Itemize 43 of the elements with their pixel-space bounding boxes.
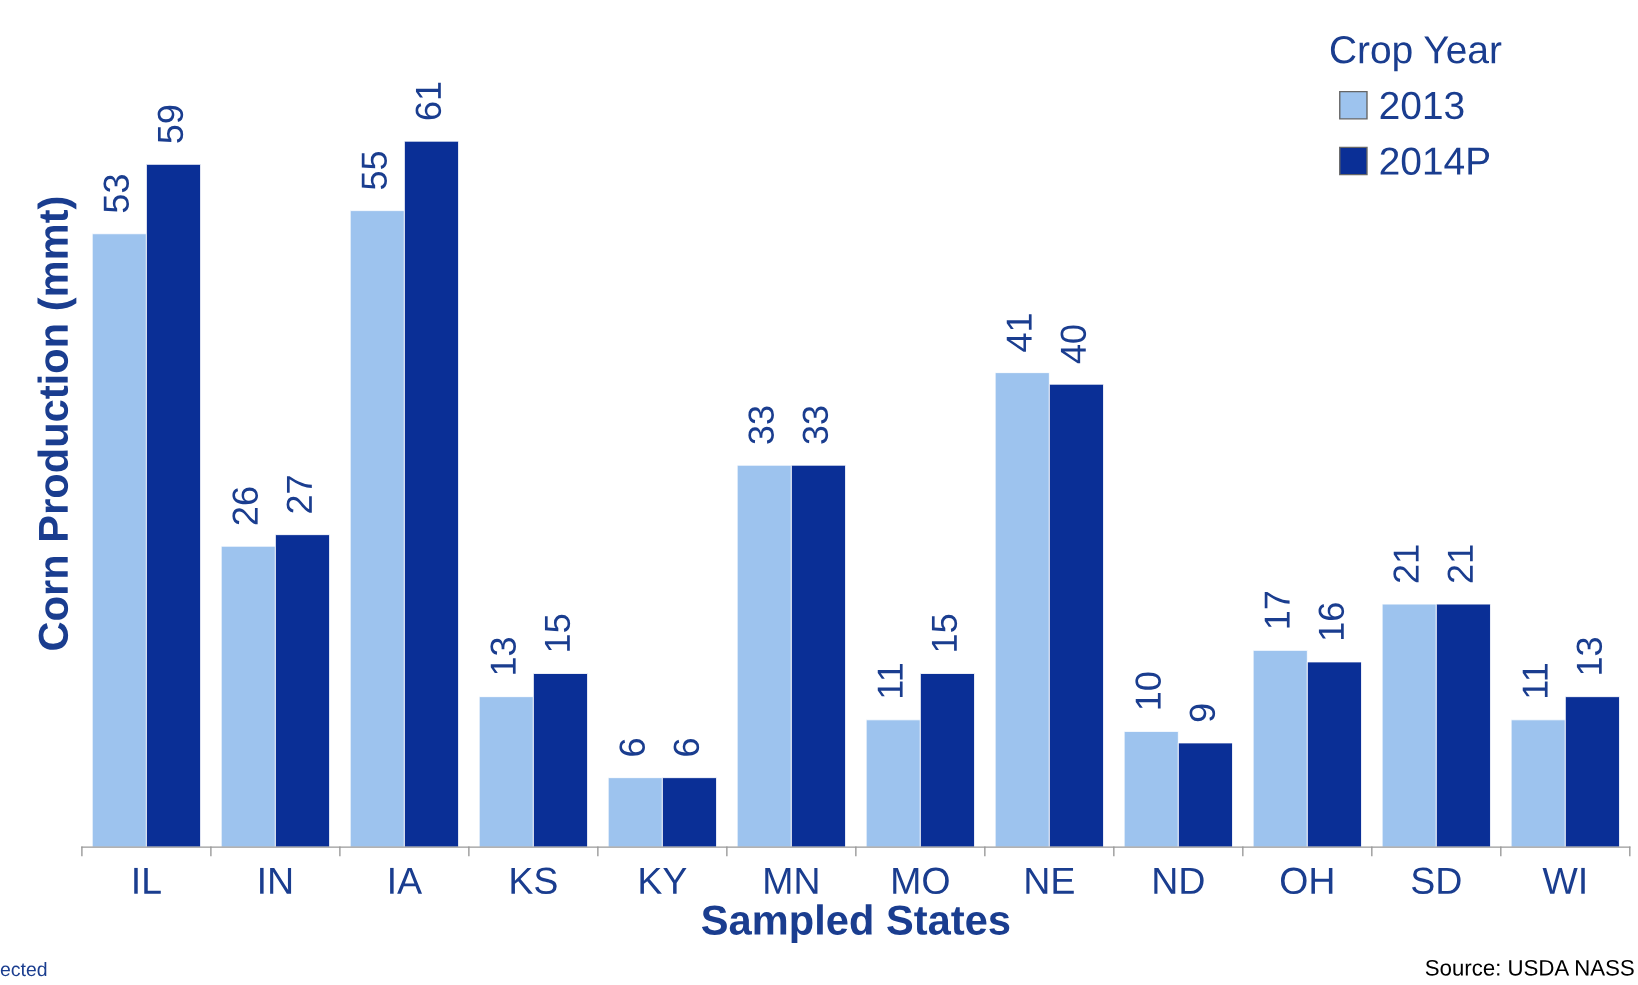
data-label: 61 <box>415 82 442 120</box>
legend-title: Crop Year <box>1330 36 1502 72</box>
text: ected <box>0 961 47 977</box>
x-tick-label: ND <box>1154 867 1204 894</box>
data-label: 40 <box>1060 325 1087 364</box>
x-tick-label: SD <box>1411 867 1461 895</box>
data-label: 21 <box>1447 545 1473 583</box>
x-tick-label: OH <box>1280 867 1333 895</box>
legend-label: 2014P <box>1380 147 1490 175</box>
data-label: 16 <box>1318 603 1345 640</box>
data-label: 33 <box>802 406 829 444</box>
data-label: 53 <box>103 175 129 213</box>
x-axis-title: Sampled States <box>701 904 1010 944</box>
data-label: 13 <box>490 638 516 674</box>
x-tick-label: MO <box>893 867 949 895</box>
data-label: 13 <box>1576 638 1603 674</box>
data-label: 33 <box>748 406 774 444</box>
x-tick-label: IL <box>134 867 161 894</box>
source-note: Source: USDA NASS <box>1425 959 1634 976</box>
data-label: 11 <box>1522 664 1548 697</box>
data-label: 21 <box>1393 545 1419 583</box>
data-label: 15 <box>931 614 958 651</box>
data-label: 27 <box>286 476 312 513</box>
x-tick-label: KY <box>640 867 687 894</box>
y-axis-title: Corn Production (mmt) <box>37 197 77 650</box>
x-tick-label: MN <box>765 867 818 894</box>
data-label: 10 <box>1135 672 1161 709</box>
data-label: 41 <box>1006 314 1032 352</box>
data-label: 59 <box>157 105 184 143</box>
x-tick-label: IA <box>390 867 423 894</box>
x-tick-label: IN <box>260 867 292 894</box>
data-label: 9 <box>1189 704 1216 722</box>
data-label: 15 <box>544 614 571 651</box>
x-tick-label: NE <box>1026 867 1074 894</box>
x-tick-label: WI <box>1542 867 1585 894</box>
data-label: 6 <box>619 739 645 756</box>
data-label: 6 <box>673 739 700 756</box>
data-label: 17 <box>1264 591 1290 628</box>
data-label: 55 <box>361 151 387 190</box>
x-tick-label: KS <box>511 867 557 895</box>
data-label: 26 <box>232 487 258 525</box>
data-label: 11 <box>877 664 903 697</box>
legend-label: 2013 <box>1380 91 1464 120</box>
